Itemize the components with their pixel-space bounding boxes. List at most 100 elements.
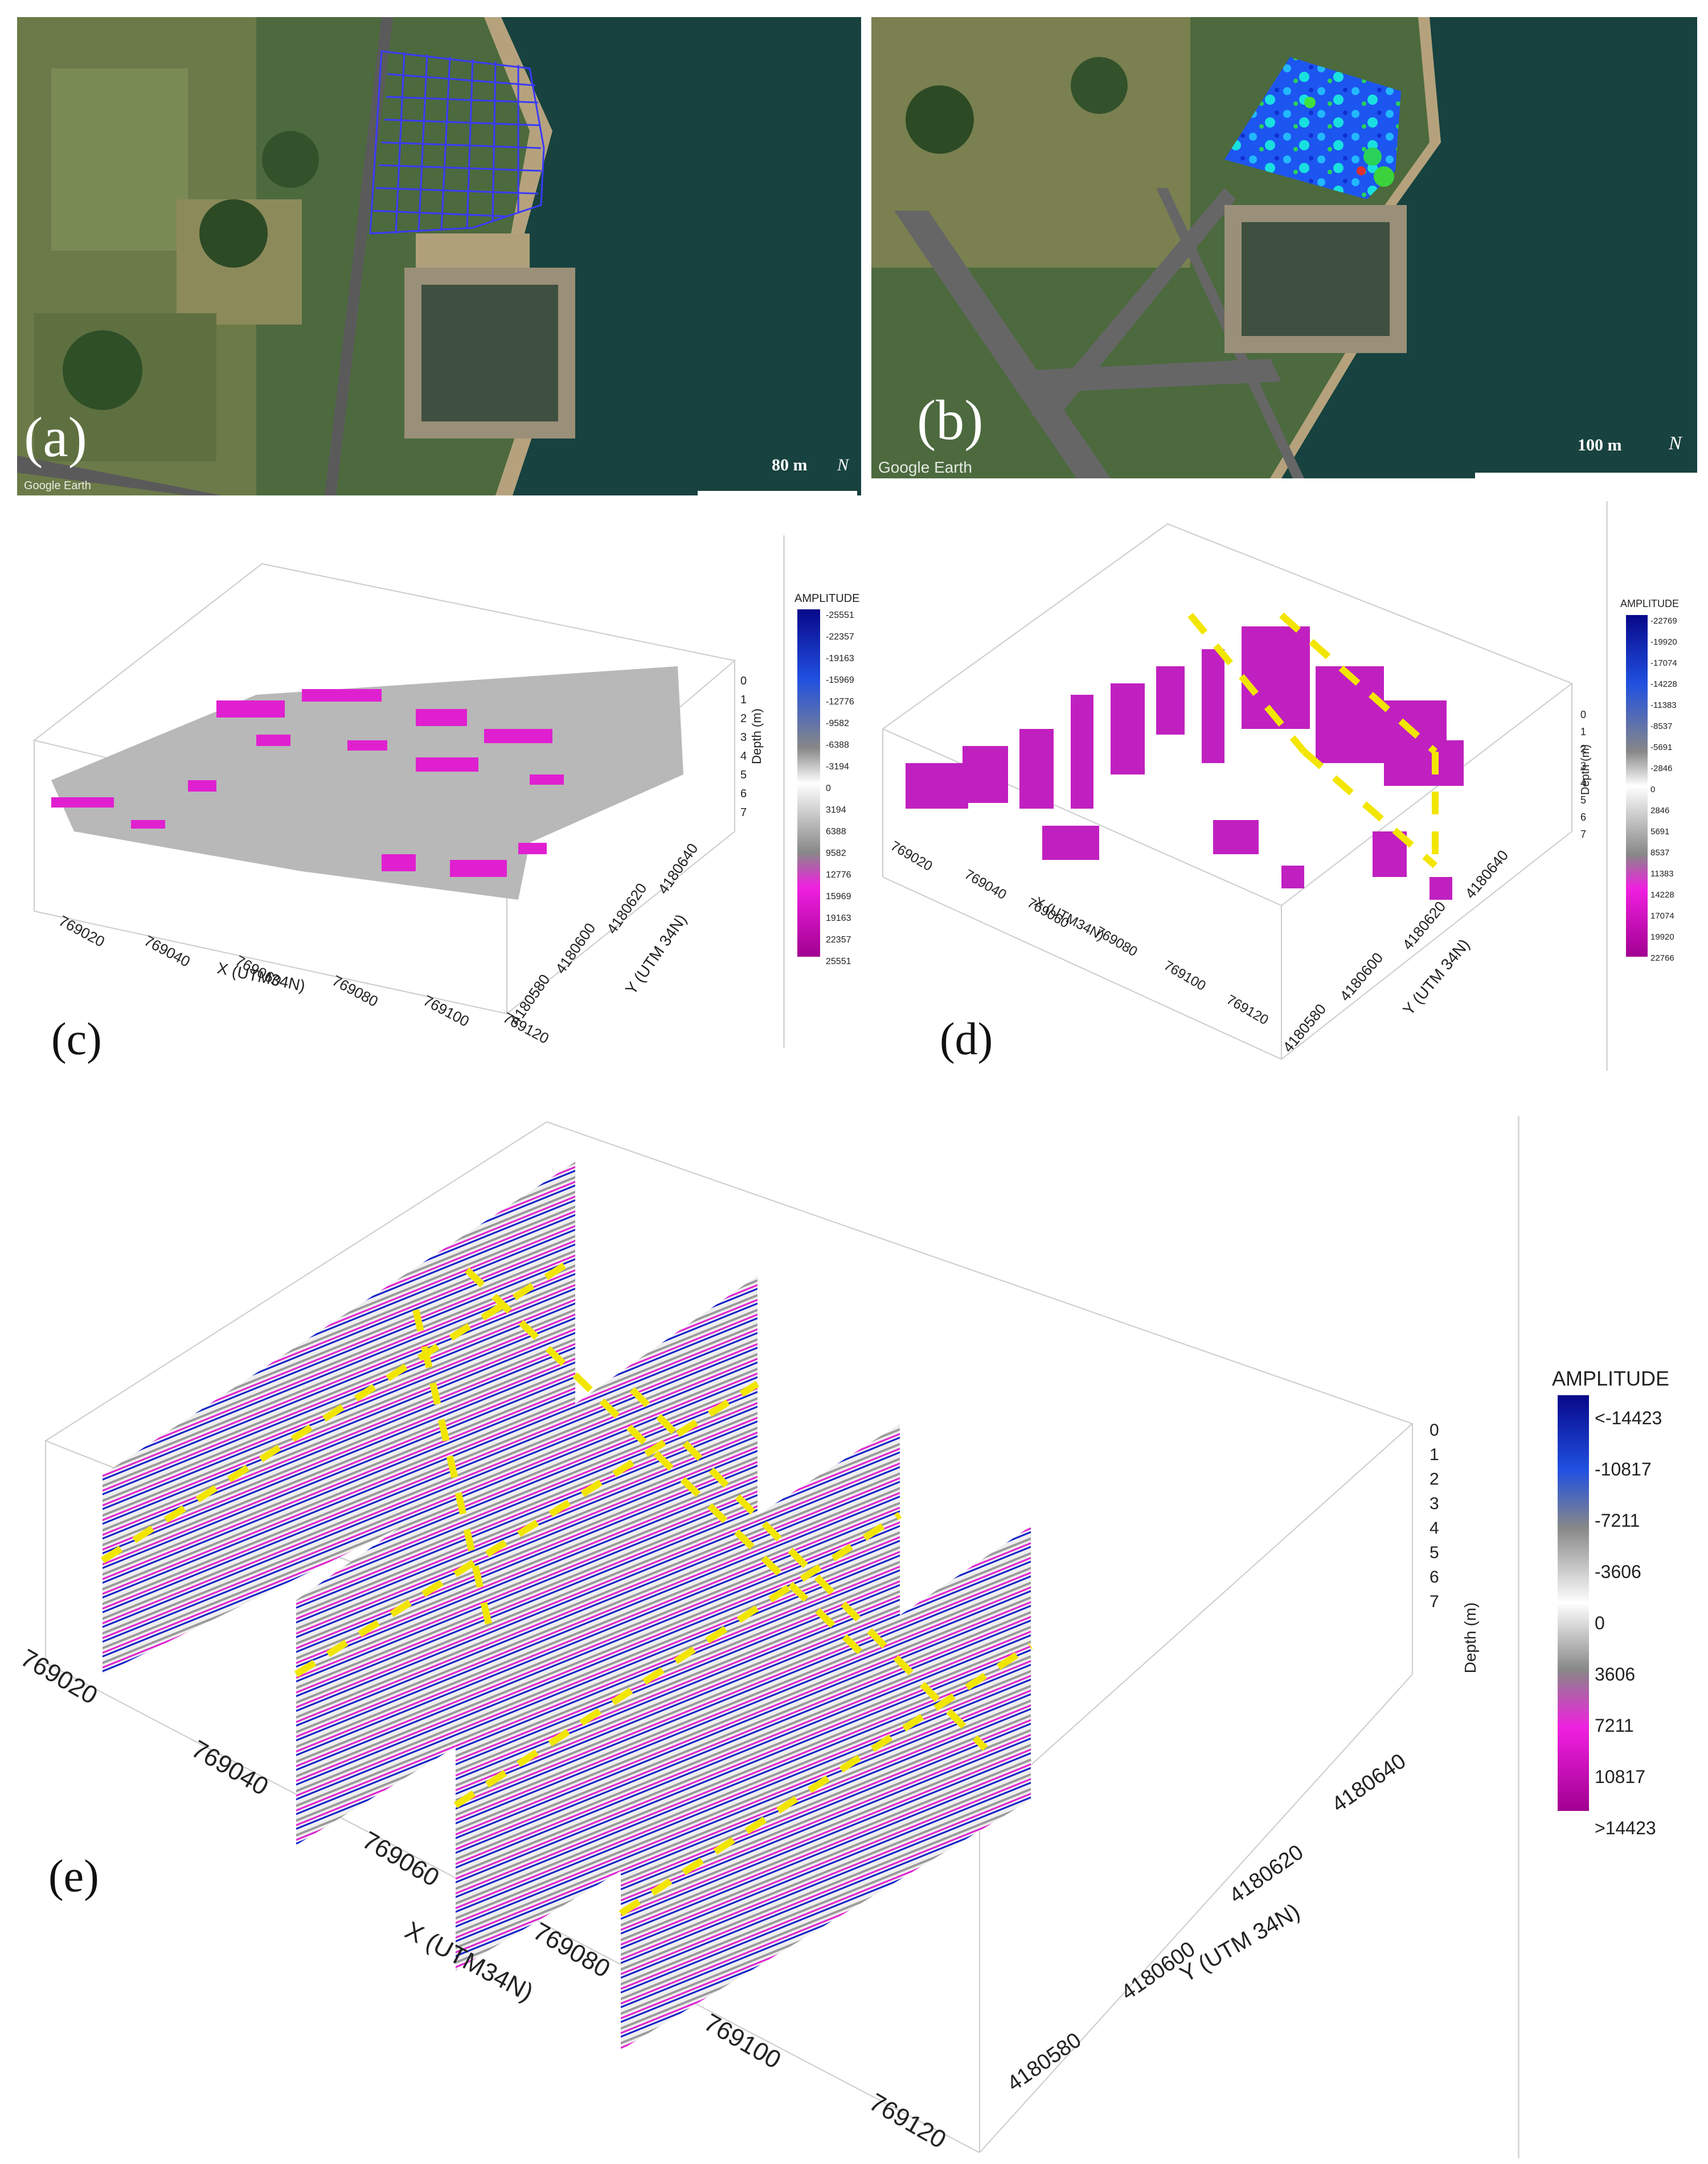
cb-c-2: -19163 <box>826 654 854 663</box>
cb-e-0: <-14423 <box>1595 1408 1662 1428</box>
cb-d-13: 14228 <box>1650 890 1674 900</box>
panel-label-b: (b) <box>917 388 984 452</box>
z-tick-d-1: 1 <box>1580 726 1587 737</box>
gpr-timeslice-overlay <box>1224 57 1401 199</box>
colorbar-title-e: AMPLITUDE <box>1552 1367 1670 1390</box>
z-tick-c-0: 0 <box>740 675 747 687</box>
z-tick-e-1: 1 <box>1430 1445 1439 1464</box>
colorbar-ticks-d: -22769 -19920 -17074 -14228 -11383 -8537… <box>1650 610 1677 969</box>
cb-d-8: 0 <box>1650 785 1656 794</box>
colorbar-title-d: AMPLITUDE <box>1620 598 1680 609</box>
panel-e: (e) <box>17 1105 1509 2153</box>
panel-d: (d) <box>871 513 1600 1082</box>
north-arrow-a: N <box>837 456 849 474</box>
satellite-image-a: (a) Google Earth 80 m N <box>17 17 861 495</box>
satellite-image-b: (b) Google Earth 100 m N <box>871 17 1697 478</box>
cb-c-8: 0 <box>826 784 831 793</box>
z-tick-e-4: 4 <box>1430 1519 1439 1538</box>
survey-grid-overlay <box>369 50 545 235</box>
cb-c-12: 12776 <box>826 870 851 880</box>
z-tick-e-0: 0 <box>1430 1421 1439 1440</box>
cb-d-11: 8537 <box>1650 848 1670 858</box>
cb-c-0: -25551 <box>826 610 854 620</box>
cb-d-10: 5691 <box>1650 827 1670 837</box>
north-arrow-b: N <box>1669 433 1682 454</box>
z-tick-d-4: 4 <box>1580 777 1587 789</box>
divider-d <box>1606 501 1608 1071</box>
cb-e-4: 0 <box>1595 1613 1605 1633</box>
z-tick-d-5: 5 <box>1580 794 1587 806</box>
z-tick-d-0: 0 <box>1580 709 1587 720</box>
cb-c-3: -15969 <box>826 675 854 685</box>
cb-d-5: -8537 <box>1650 722 1673 731</box>
cb-d-9: 2846 <box>1650 806 1670 815</box>
cb-d-3: -14228 <box>1650 679 1677 689</box>
z-tick-c-5: 5 <box>740 769 747 781</box>
scale-bar-b <box>1475 473 1697 478</box>
cb-e-8: >14423 <box>1595 1818 1656 1838</box>
z-tick-d-3: 3 <box>1580 760 1587 772</box>
divider-c <box>783 535 785 1048</box>
colorbar-ticks-c: -25551 -22357 -19163 -15969 -12776 -9582… <box>826 605 854 973</box>
volume-plot-c <box>32 563 736 1014</box>
colorbar-c <box>797 609 820 957</box>
z-tick-c-3: 3 <box>740 731 747 744</box>
divider-e <box>1518 1116 1519 2158</box>
cb-d-6: -5691 <box>1650 743 1673 752</box>
z-tick-c-7: 7 <box>740 806 747 819</box>
z-tick-e-3: 3 <box>1430 1494 1439 1513</box>
panel-c: (c) <box>17 513 780 1082</box>
cb-c-9: 3194 <box>826 805 846 815</box>
cb-c-6: -6388 <box>826 740 849 750</box>
map-credit-b: Google Earth <box>878 458 972 476</box>
panel-label-e: (e) <box>48 1851 99 1901</box>
cb-d-0: -22769 <box>1650 616 1677 626</box>
map-credit: Google Earth <box>24 479 91 492</box>
cb-d-15: 19920 <box>1650 932 1674 942</box>
cb-d-2: -17074 <box>1650 658 1677 668</box>
cb-c-7: -3194 <box>826 762 849 772</box>
cb-e-7: 10817 <box>1595 1767 1645 1787</box>
z-tick-d-6: 6 <box>1580 812 1587 823</box>
cb-c-15: 22357 <box>826 935 851 945</box>
scale-label-b: 100 m <box>1578 436 1622 454</box>
cb-d-16: 22766 <box>1650 953 1674 963</box>
cb-e-6: 7211 <box>1595 1715 1634 1736</box>
volume-plot-e <box>44 1121 1414 2153</box>
z-ticks-d: 0 1 2 3 4 5 6 7 <box>1580 706 1586 843</box>
z-tick-e-2: 2 <box>1430 1470 1439 1489</box>
cb-e-5: 3606 <box>1595 1664 1636 1685</box>
colorbar-d <box>1626 615 1648 957</box>
panel-label-a: (a) <box>24 405 87 469</box>
z-tick-e-7: 7 <box>1430 1592 1439 1611</box>
cb-d-12: 11383 <box>1650 869 1674 879</box>
colorbar-title-c: AMPLITUDE <box>794 592 860 605</box>
colorbar-e <box>1558 1395 1589 1811</box>
scale-label-a: 80 m <box>772 456 808 474</box>
panel-label-d: (d) <box>940 1014 993 1064</box>
cb-d-1: -19920 <box>1650 637 1677 647</box>
volume-plot-d <box>881 523 1574 1060</box>
cb-c-14: 19163 <box>826 913 851 923</box>
z-ticks-c: 0 1 2 3 4 5 6 7 <box>740 672 747 822</box>
z-tick-c-2: 2 <box>740 712 747 725</box>
cb-c-13: 15969 <box>826 892 851 901</box>
z-axis-label-c: Depth (m) <box>749 708 764 764</box>
scale-bar-a <box>698 491 857 495</box>
z-tick-c-4: 4 <box>740 750 747 763</box>
cb-c-11: 9582 <box>826 849 846 858</box>
cb-c-1: -22357 <box>826 632 854 642</box>
z-tick-e-5: 5 <box>1430 1543 1439 1562</box>
cb-e-3: -3606 <box>1595 1561 1641 1582</box>
z-tick-c-6: 6 <box>740 788 747 800</box>
z-tick-d-7: 7 <box>1580 829 1587 840</box>
cb-d-7: -2846 <box>1650 764 1673 773</box>
cb-c-4: -12776 <box>826 697 854 707</box>
z-tick-e-6: 6 <box>1430 1568 1439 1587</box>
cb-e-1: -10817 <box>1595 1459 1652 1479</box>
cb-e-2: -7211 <box>1595 1510 1640 1531</box>
z-axis-label-e: Depth (m) <box>1461 1602 1480 1674</box>
z-ticks-e: 0 1 2 3 4 5 6 7 <box>1430 1418 1439 1614</box>
z-tick-c-1: 1 <box>740 694 747 706</box>
cb-d-4: -11383 <box>1650 700 1677 710</box>
